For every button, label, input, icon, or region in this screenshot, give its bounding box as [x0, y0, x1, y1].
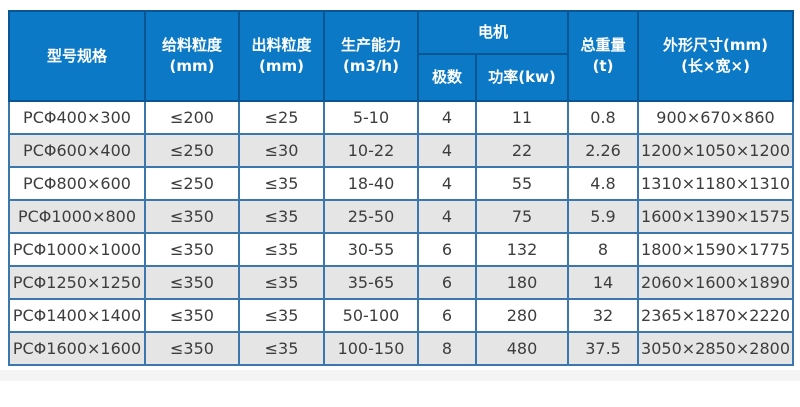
cell-poles: 4 [417, 199, 477, 234]
cell-feed-size: ≤350 [144, 232, 240, 267]
cell-weight: 8 [567, 232, 640, 267]
cell-poles: 4 [417, 133, 477, 168]
spec-table: 型号规格 给料粒度 (mm) 出料粒度 (mm) 生产能力 (m3/h) 电机 … [8, 10, 795, 366]
cell-capacity: 35-65 [323, 265, 419, 300]
cell-power: 480 [474, 331, 570, 366]
header-model: 型号规格 [8, 10, 146, 102]
table-row: PCΦ800×600 ≤250 ≤35 18-40 4 55 4.8 1310×… [8, 166, 795, 201]
cell-weight: 2.26 [567, 133, 640, 168]
cell-weight: 37.5 [567, 331, 640, 366]
cell-model: PCΦ1000×1000 [8, 232, 146, 267]
table-container: 型号规格 给料粒度 (mm) 出料粒度 (mm) 生产能力 (m3/h) 电机 … [8, 10, 795, 366]
cell-weight: 14 [567, 265, 640, 300]
cell-feed-size: ≤350 [144, 298, 240, 333]
cell-model: PCΦ1000×800 [8, 199, 146, 234]
cell-power: 132 [474, 232, 570, 267]
table-row: PCΦ1250×1250 ≤350 ≤35 35-65 6 180 14 206… [8, 265, 795, 300]
cell-dimensions: 900×670×860 [637, 100, 795, 135]
cell-capacity: 30-55 [323, 232, 419, 267]
header-feed-size: 给料粒度 (mm) [144, 10, 240, 102]
cell-output-size: ≤35 [238, 265, 325, 300]
cell-model: PCΦ600×400 [8, 133, 146, 168]
cell-poles: 4 [417, 100, 477, 135]
header-poles: 极数 [417, 53, 477, 102]
cell-feed-size: ≤350 [144, 331, 240, 366]
header-capacity: 生产能力 (m3/h) [323, 10, 419, 102]
cell-feed-size: ≤200 [144, 100, 240, 135]
cell-weight: 5.9 [567, 199, 640, 234]
cell-output-size: ≤35 [238, 331, 325, 366]
cell-output-size: ≤35 [238, 199, 325, 234]
cell-dimensions: 3050×2850×2800 [637, 331, 795, 366]
table-body: PCΦ400×300 ≤200 ≤25 5-10 4 11 0.8 900×67… [8, 100, 795, 366]
cell-model: PCΦ1400×1400 [8, 298, 146, 333]
cell-power: 11 [474, 100, 570, 135]
cell-model: PCΦ400×300 [8, 100, 146, 135]
cell-dimensions: 1800×1590×1775 [637, 232, 795, 267]
cell-model: PCΦ1600×1600 [8, 331, 146, 366]
cell-dimensions: 1200×1050×1200 [637, 133, 795, 168]
cell-output-size: ≤35 [238, 232, 325, 267]
table-row: PCΦ1000×1000 ≤350 ≤35 30-55 6 132 8 1800… [8, 232, 795, 267]
cell-capacity: 100-150 [323, 331, 419, 366]
cell-capacity: 50-100 [323, 298, 419, 333]
cell-power: 75 [474, 199, 570, 234]
cell-output-size: ≤30 [238, 133, 325, 168]
page-bottom-divider [0, 370, 800, 381]
table-row: PCΦ1600×1600 ≤350 ≤35 100-150 8 480 37.5… [8, 331, 795, 366]
cell-poles: 8 [417, 331, 477, 366]
cell-power: 180 [474, 265, 570, 300]
cell-output-size: ≤35 [238, 298, 325, 333]
cell-power: 280 [474, 298, 570, 333]
cell-poles: 6 [417, 265, 477, 300]
cell-power: 55 [474, 166, 570, 201]
cell-feed-size: ≤350 [144, 199, 240, 234]
cell-dimensions: 2060×1600×1890 [637, 265, 795, 300]
table-row: PCΦ600×400 ≤250 ≤30 10-22 4 22 2.26 1200… [8, 133, 795, 168]
cell-poles: 6 [417, 298, 477, 333]
cell-feed-size: ≤350 [144, 265, 240, 300]
cell-weight: 0.8 [567, 100, 640, 135]
header-output-size: 出料粒度 (mm) [238, 10, 325, 102]
cell-poles: 4 [417, 166, 477, 201]
table-row: PCΦ400×300 ≤200 ≤25 5-10 4 11 0.8 900×67… [8, 100, 795, 135]
cell-poles: 6 [417, 232, 477, 267]
header-power: 功率(kw) [474, 53, 570, 102]
table-row: PCΦ1400×1400 ≤350 ≤35 50-100 6 280 32 23… [8, 298, 795, 333]
cell-dimensions: 1310×1180×1310 [637, 166, 795, 201]
cell-feed-size: ≤250 [144, 133, 240, 168]
cell-model: PCΦ1250×1250 [8, 265, 146, 300]
table-row: PCΦ1000×800 ≤350 ≤35 25-50 4 75 5.9 1600… [8, 199, 795, 234]
cell-feed-size: ≤250 [144, 166, 240, 201]
cell-output-size: ≤35 [238, 166, 325, 201]
cell-weight: 32 [567, 298, 640, 333]
header-motor: 电机 [416, 10, 570, 55]
cell-weight: 4.8 [567, 166, 640, 201]
cell-dimensions: 1600×1390×1575 [637, 199, 795, 234]
cell-dimensions: 2365×1870×2220 [637, 298, 795, 333]
table-header: 型号规格 给料粒度 (mm) 出料粒度 (mm) 生产能力 (m3/h) 电机 … [8, 10, 795, 102]
cell-output-size: ≤25 [238, 100, 325, 135]
cell-capacity: 25-50 [323, 199, 419, 234]
cell-capacity: 5-10 [323, 100, 419, 135]
header-dimensions: 外形尺寸(mm) (长×宽×) [637, 10, 795, 102]
cell-capacity: 10-22 [323, 133, 419, 168]
cell-capacity: 18-40 [323, 166, 419, 201]
header-weight: 总重量 (t) [567, 10, 640, 102]
cell-power: 22 [474, 133, 570, 168]
cell-model: PCΦ800×600 [8, 166, 146, 201]
